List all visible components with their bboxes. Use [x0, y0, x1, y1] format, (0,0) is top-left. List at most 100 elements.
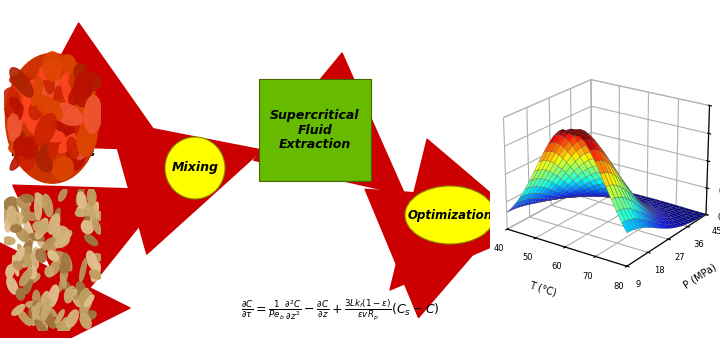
Ellipse shape [87, 106, 104, 122]
Ellipse shape [60, 101, 77, 124]
Ellipse shape [66, 310, 78, 328]
Ellipse shape [83, 217, 92, 229]
Ellipse shape [43, 305, 56, 317]
Ellipse shape [6, 265, 14, 277]
Ellipse shape [49, 259, 60, 275]
Ellipse shape [84, 96, 102, 133]
Ellipse shape [9, 93, 19, 112]
Ellipse shape [11, 225, 22, 232]
Ellipse shape [80, 313, 91, 329]
Ellipse shape [17, 86, 40, 123]
Ellipse shape [10, 68, 33, 97]
Ellipse shape [33, 221, 49, 233]
Ellipse shape [1, 209, 17, 220]
Ellipse shape [76, 86, 89, 109]
Ellipse shape [62, 322, 70, 332]
Ellipse shape [65, 254, 72, 271]
Ellipse shape [75, 71, 94, 99]
Ellipse shape [32, 247, 37, 262]
Ellipse shape [29, 234, 44, 241]
Ellipse shape [37, 308, 45, 321]
Ellipse shape [73, 81, 91, 107]
Ellipse shape [19, 269, 32, 286]
Ellipse shape [55, 131, 83, 146]
Ellipse shape [73, 64, 86, 80]
Ellipse shape [76, 208, 91, 216]
Ellipse shape [67, 137, 78, 159]
Ellipse shape [76, 206, 84, 216]
Ellipse shape [49, 251, 66, 261]
Ellipse shape [13, 261, 22, 270]
Ellipse shape [77, 192, 86, 209]
Ellipse shape [43, 311, 55, 328]
Text: Tomato peel: Tomato peel [14, 290, 90, 300]
Ellipse shape [58, 134, 78, 152]
Ellipse shape [80, 259, 86, 282]
Ellipse shape [37, 72, 52, 84]
Ellipse shape [9, 97, 19, 110]
Ellipse shape [27, 273, 40, 283]
Ellipse shape [405, 186, 495, 244]
Ellipse shape [17, 310, 31, 325]
Text: $\frac{\partial C}{\partial \tau} = \frac{1}{Pe_b}\frac{\partial^2 C}{\partial z: $\frac{\partial C}{\partial \tau} = \fra… [240, 298, 439, 322]
Ellipse shape [60, 274, 66, 288]
Ellipse shape [22, 137, 37, 159]
Ellipse shape [41, 291, 48, 303]
Ellipse shape [12, 305, 24, 315]
Ellipse shape [67, 109, 90, 127]
Ellipse shape [53, 321, 71, 330]
Ellipse shape [32, 303, 40, 319]
Ellipse shape [51, 216, 60, 238]
Ellipse shape [45, 266, 53, 277]
Ellipse shape [2, 88, 20, 114]
Ellipse shape [55, 237, 69, 247]
Ellipse shape [12, 212, 24, 225]
Text: Mixing: Mixing [171, 162, 218, 174]
Ellipse shape [11, 216, 19, 227]
Ellipse shape [8, 88, 22, 111]
Ellipse shape [55, 72, 69, 98]
Ellipse shape [26, 301, 41, 309]
Ellipse shape [76, 115, 95, 142]
Text: Optimization: Optimization [408, 209, 492, 221]
Ellipse shape [33, 290, 40, 305]
Ellipse shape [35, 218, 48, 239]
Ellipse shape [41, 299, 51, 321]
Ellipse shape [55, 310, 64, 323]
Ellipse shape [10, 144, 30, 170]
Ellipse shape [42, 194, 53, 217]
Ellipse shape [42, 238, 53, 250]
Ellipse shape [9, 76, 37, 88]
Ellipse shape [17, 132, 25, 149]
Ellipse shape [26, 114, 41, 134]
Text: Modeling: Modeling [30, 301, 94, 314]
Ellipse shape [40, 129, 65, 142]
Ellipse shape [7, 206, 16, 223]
Ellipse shape [40, 62, 62, 80]
Ellipse shape [58, 122, 81, 148]
Ellipse shape [22, 203, 30, 216]
Ellipse shape [53, 157, 73, 180]
Ellipse shape [27, 232, 34, 246]
Ellipse shape [21, 241, 32, 264]
Ellipse shape [67, 130, 86, 170]
Ellipse shape [62, 55, 76, 73]
Ellipse shape [35, 320, 48, 334]
Ellipse shape [54, 101, 68, 120]
Ellipse shape [6, 277, 18, 294]
Ellipse shape [9, 140, 22, 152]
Ellipse shape [90, 254, 102, 263]
Ellipse shape [87, 203, 96, 222]
Ellipse shape [62, 80, 73, 105]
Ellipse shape [60, 264, 65, 278]
Ellipse shape [80, 291, 87, 311]
Ellipse shape [36, 96, 63, 120]
Ellipse shape [22, 254, 37, 267]
Ellipse shape [25, 319, 35, 324]
Ellipse shape [69, 85, 84, 104]
Ellipse shape [29, 307, 38, 319]
Ellipse shape [58, 189, 67, 201]
Ellipse shape [84, 295, 94, 307]
Ellipse shape [32, 83, 50, 110]
Ellipse shape [56, 226, 70, 240]
